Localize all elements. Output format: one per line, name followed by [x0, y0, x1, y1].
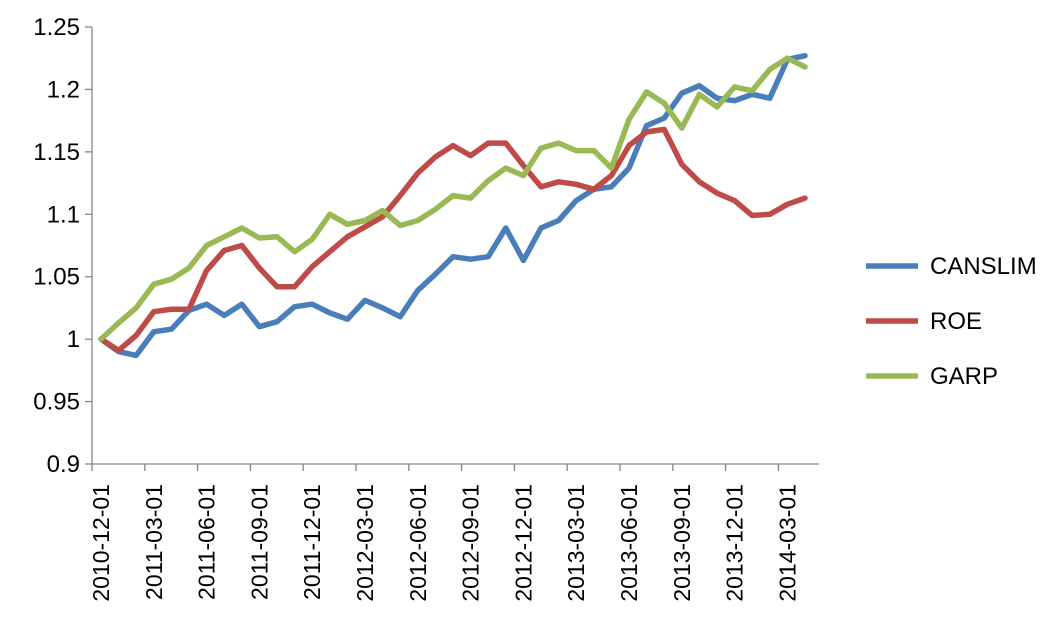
y-tick-label: 1.05 [33, 264, 80, 291]
y-tick-label: 1.2 [47, 76, 80, 103]
x-tick-label: 2013-09-01 [669, 484, 695, 602]
y-tick-label: 1.15 [33, 139, 80, 166]
x-tick-label: 2013-06-01 [616, 484, 642, 602]
x-tick-label: 2011-12-01 [299, 484, 325, 600]
x-tick-label: 2012-06-01 [405, 484, 431, 602]
y-tick-label: 1.25 [33, 14, 80, 41]
series-line-canslim [98, 52, 808, 359]
x-tick-label: 2013-03-01 [563, 484, 589, 602]
y-tick-label: 1 [67, 326, 80, 353]
series-lines [98, 52, 808, 359]
series-line-garp [98, 55, 808, 342]
legend-label-roe: ROE [930, 308, 982, 335]
x-tick-label: 2012-09-01 [458, 484, 484, 602]
x-tick-label: 2014-03-01 [774, 484, 800, 602]
legend-label-canslim: CANSLIM [930, 253, 1037, 280]
x-tick-label: 2011-09-01 [246, 484, 272, 600]
x-tick-label: 2011-03-01 [141, 484, 167, 600]
x-tick-label: 2011-06-01 [194, 484, 220, 600]
x-tick-label: 2012-12-01 [510, 484, 536, 602]
legend: CANSLIM ROE GARP [866, 253, 1037, 390]
legend-label-garp: GARP [930, 363, 998, 390]
x-tick-label: 2010-12-01 [88, 484, 114, 602]
y-tick-label: 0.95 [33, 389, 80, 416]
x-tick-label: 2012-03-01 [352, 484, 378, 602]
series-line-roe [98, 126, 808, 354]
y-tick-label: 0.9 [47, 451, 80, 478]
axes: 0.9 0.95 1 1.05 1.1 1.15 1.2 1.25 2010-12-01 2011… [33, 14, 819, 602]
y-tick-label: 1.1 [47, 201, 80, 228]
x-tick-label: 2013-12-01 [722, 484, 748, 602]
